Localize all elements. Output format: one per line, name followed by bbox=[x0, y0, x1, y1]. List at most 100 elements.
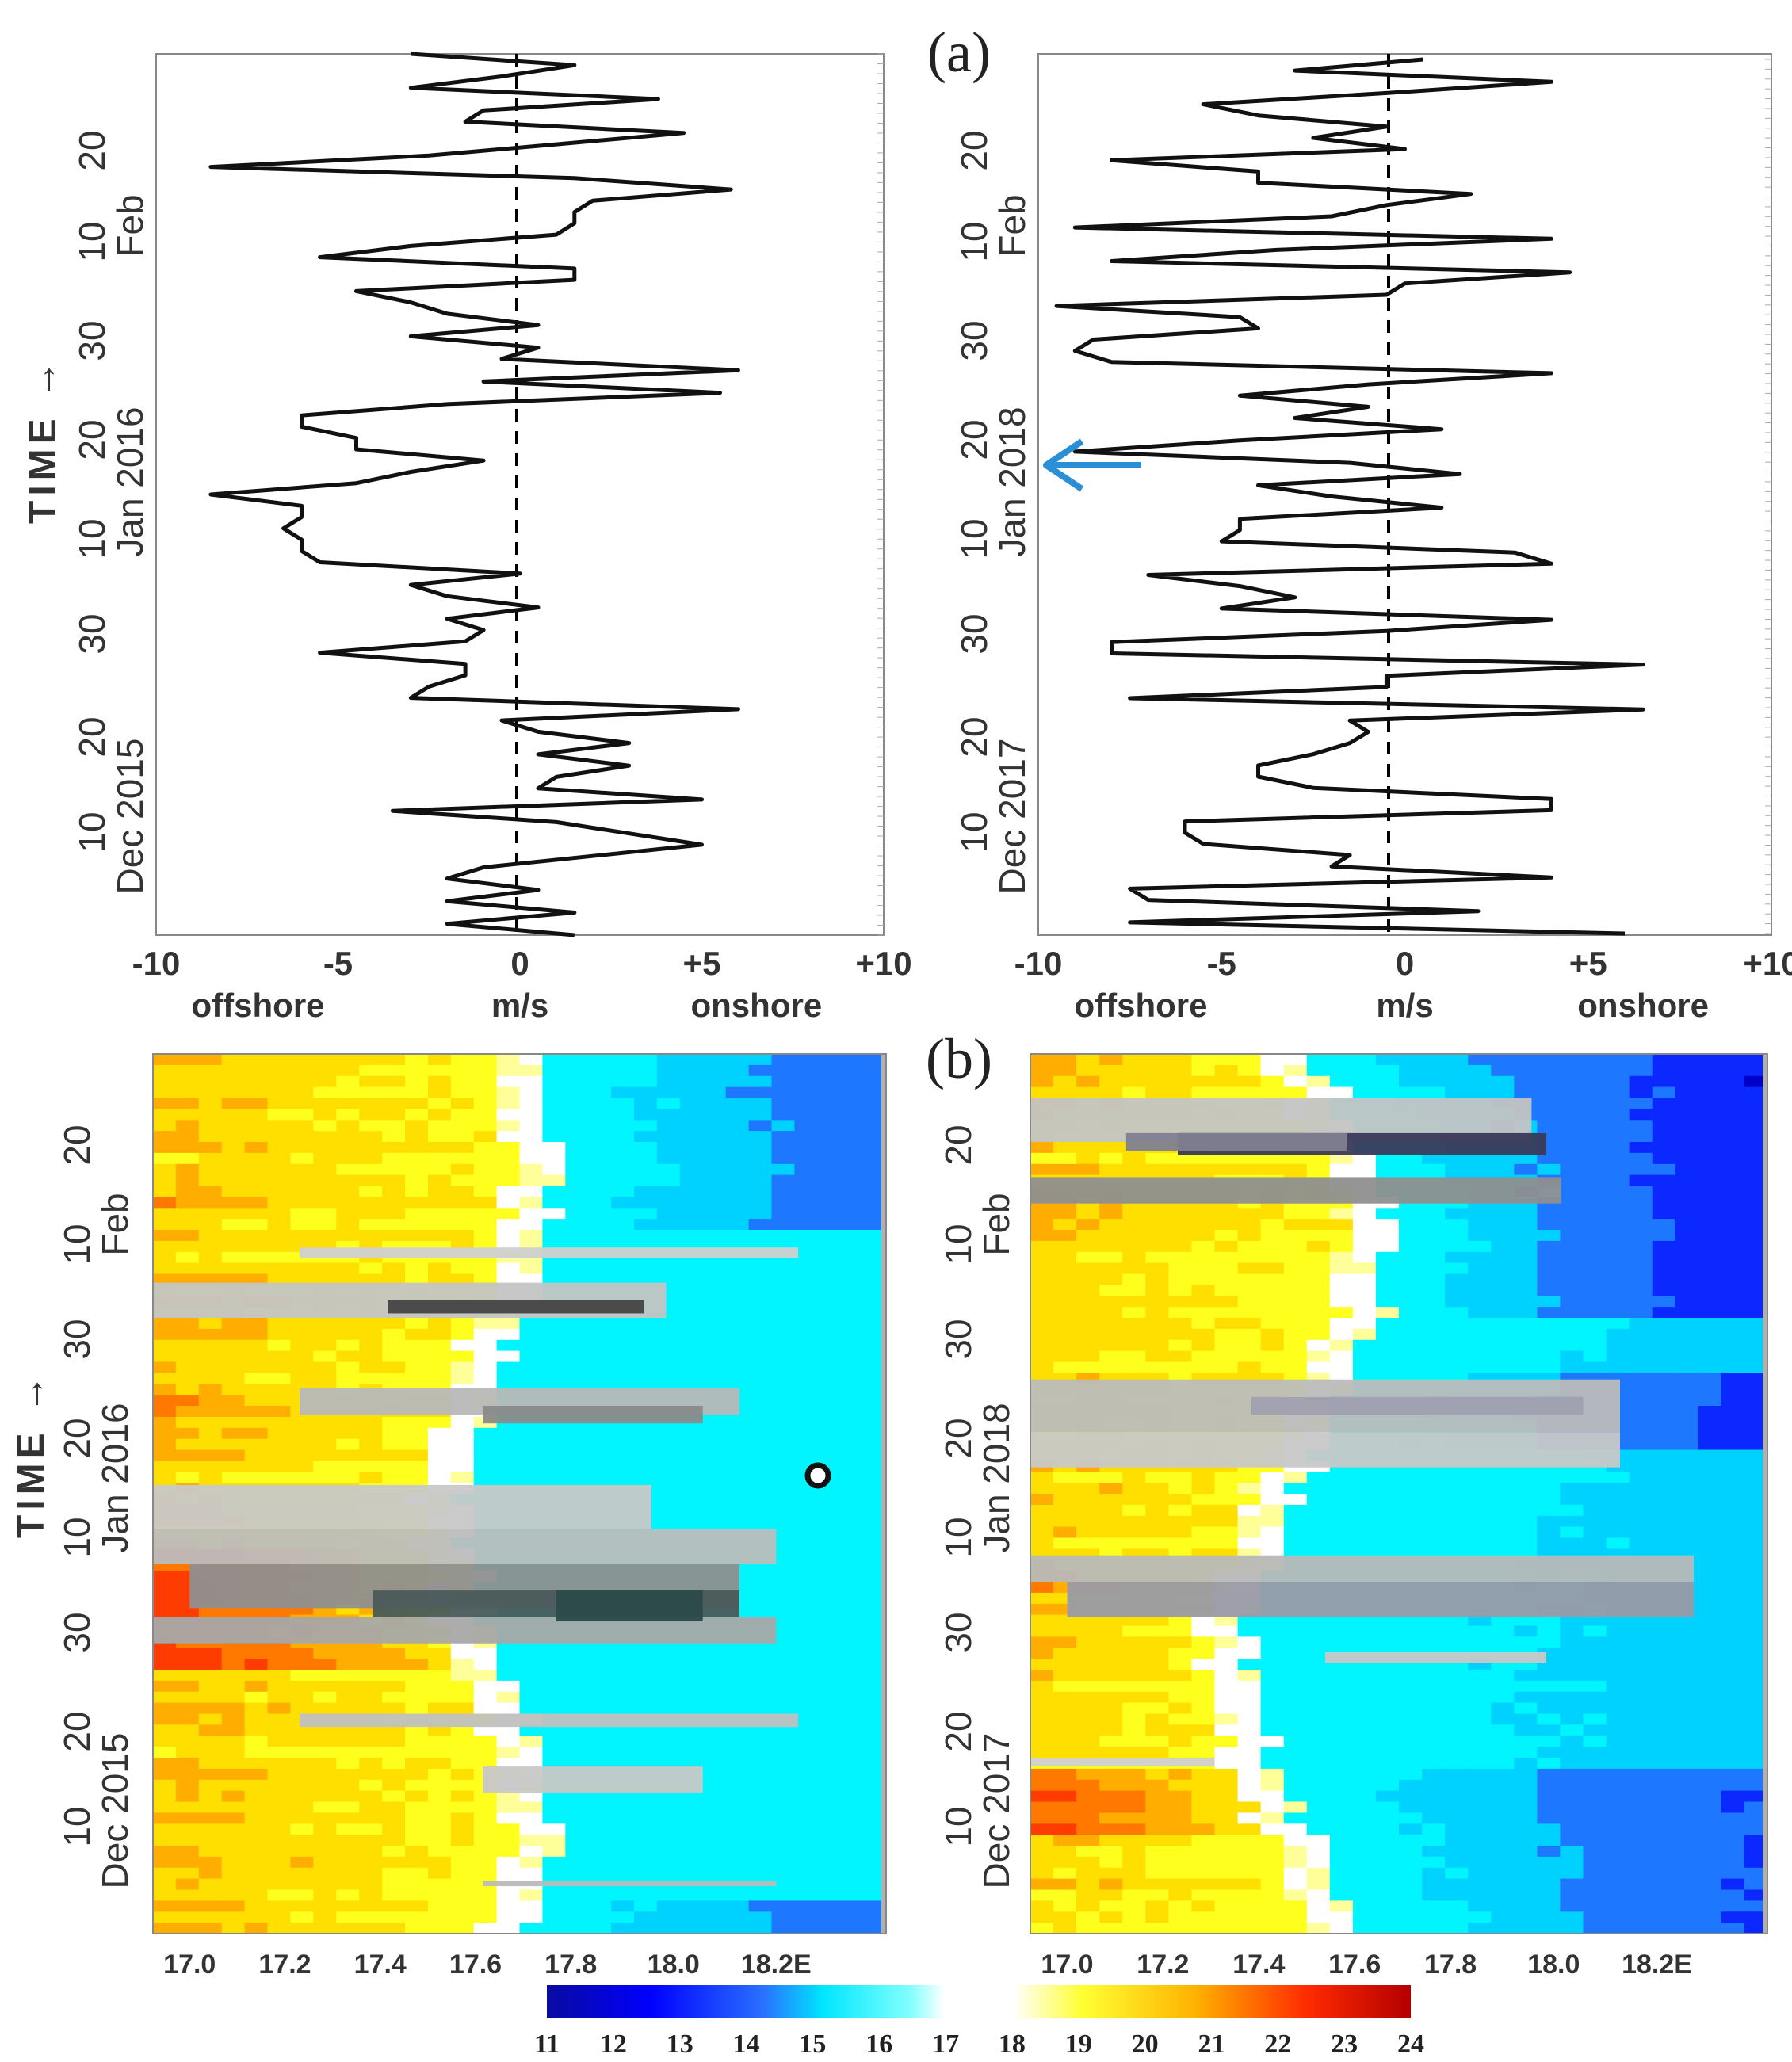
heatmap-cell bbox=[336, 1054, 360, 1066]
heatmap-cell bbox=[1307, 1670, 1331, 1682]
heatmap-cell bbox=[268, 1373, 292, 1384]
heatmap-cell bbox=[1191, 1505, 1215, 1517]
heatmap-cell bbox=[657, 1923, 681, 1934]
heatmap-cell bbox=[153, 1791, 177, 1803]
heatmap-cell bbox=[1191, 1054, 1215, 1066]
heatmap-cell bbox=[1675, 1087, 1699, 1099]
heatmap-cell bbox=[588, 1681, 612, 1693]
heatmap-cell bbox=[1721, 1780, 1745, 1792]
heatmap-cell bbox=[1422, 1538, 1446, 1550]
heatmap-cell bbox=[336, 1329, 360, 1341]
heatmap-cell bbox=[749, 1296, 773, 1308]
heatmap-cell bbox=[176, 1900, 200, 1912]
heatmap-cell bbox=[336, 1373, 360, 1384]
heatmap-cell bbox=[542, 1131, 566, 1143]
heatmap-cell bbox=[199, 1384, 223, 1396]
heatmap-cell bbox=[497, 1670, 521, 1682]
heatmap-cell bbox=[1330, 1351, 1354, 1363]
heatmap-cell bbox=[313, 1131, 337, 1143]
heatmap-cell bbox=[1630, 1648, 1653, 1659]
heatmap-cell bbox=[1076, 1307, 1100, 1319]
heatmap-cell bbox=[817, 1747, 841, 1758]
heatmap-cell bbox=[336, 1362, 360, 1374]
heatmap-cell bbox=[657, 1186, 681, 1198]
heatmap-cell bbox=[1330, 1494, 1354, 1506]
heatmap-cell bbox=[1376, 1472, 1400, 1483]
heatmap-cell bbox=[565, 1098, 589, 1110]
heatmap-cell bbox=[1191, 1230, 1215, 1242]
heatmap-cell bbox=[313, 1208, 337, 1220]
heatmap-cell bbox=[1675, 1109, 1699, 1121]
heatmap-cell bbox=[817, 1670, 841, 1682]
heatmap-cell bbox=[268, 1879, 292, 1891]
heatmap-cell bbox=[840, 1461, 864, 1472]
heatmap-cell bbox=[1653, 1724, 1676, 1736]
heatmap-cell bbox=[840, 1274, 864, 1286]
heatmap-cell bbox=[1261, 1230, 1285, 1242]
heatmap-cell bbox=[1076, 1208, 1100, 1220]
heatmap-cell bbox=[1168, 1692, 1192, 1704]
heatmap-cell bbox=[703, 1054, 727, 1066]
heatmap-cell bbox=[588, 1087, 612, 1099]
heatmap-cell bbox=[542, 1439, 566, 1451]
heatmap-cell bbox=[313, 1186, 337, 1198]
heatmap-cell bbox=[1284, 1472, 1308, 1483]
heatmap-cell bbox=[336, 1670, 360, 1682]
heatmap-cell bbox=[1191, 1636, 1215, 1648]
heatmap-cell bbox=[153, 1857, 177, 1869]
heatmap-cell bbox=[1215, 1538, 1239, 1550]
heatmap-cell bbox=[474, 1835, 498, 1846]
heatmap-cell bbox=[268, 1241, 292, 1253]
heatmap-cell bbox=[794, 1439, 818, 1451]
heatmap-cell bbox=[565, 1362, 589, 1374]
heatmap-cell bbox=[199, 1395, 223, 1407]
heatmap-cell bbox=[657, 1747, 681, 1758]
heatmap-cell bbox=[772, 1340, 796, 1352]
heatmap-cell bbox=[428, 1812, 452, 1824]
heatmap-cell bbox=[1399, 1636, 1423, 1648]
heatmap-cell bbox=[749, 1681, 773, 1693]
heatmap-cell bbox=[542, 1208, 566, 1220]
heatmap-cell bbox=[1053, 1791, 1077, 1803]
heatmap-cell bbox=[703, 1736, 727, 1747]
heatmap-cell bbox=[176, 1923, 200, 1934]
heatmap-cell bbox=[1307, 1516, 1331, 1528]
heatmap-cell bbox=[1053, 1747, 1077, 1758]
heatmap-cell bbox=[268, 1802, 292, 1814]
heatmap-cell bbox=[1653, 1252, 1676, 1264]
heatmap-cell bbox=[703, 1230, 727, 1242]
heatmap-cell bbox=[611, 1900, 635, 1912]
heatmap-cell bbox=[1168, 1329, 1192, 1341]
heatmap-cell bbox=[497, 1736, 521, 1747]
heatmap-cell bbox=[1560, 1175, 1584, 1187]
heatmap-cell bbox=[1053, 1494, 1077, 1506]
heatmap-cell bbox=[794, 1900, 818, 1912]
heatmap-cell bbox=[474, 1362, 498, 1374]
heatmap-cell bbox=[1630, 1329, 1653, 1341]
heatmap-cell bbox=[657, 1681, 681, 1693]
heatmap-cell bbox=[1145, 1472, 1169, 1483]
month-label: Dec 2017 bbox=[992, 739, 1033, 895]
heatmap-cell bbox=[1653, 1780, 1676, 1792]
heatmap-cell bbox=[336, 1263, 360, 1275]
heatmap-cell bbox=[199, 1318, 223, 1330]
heatmap-cell bbox=[1422, 1483, 1446, 1495]
heatmap-cell bbox=[520, 1087, 544, 1099]
heatmap-cell bbox=[1145, 1659, 1169, 1671]
heatmap-cell bbox=[680, 1186, 704, 1198]
heatmap-cell bbox=[1376, 1714, 1400, 1726]
heatmap-cell bbox=[680, 1692, 704, 1704]
heatmap-cell bbox=[565, 1802, 589, 1814]
heatmap-cell bbox=[176, 1098, 200, 1110]
heatmap-cell bbox=[749, 1604, 773, 1616]
heatmap-cell bbox=[817, 1923, 841, 1934]
heatmap-cell bbox=[1030, 1483, 1054, 1495]
heatmap-cell bbox=[451, 1175, 475, 1187]
heatmap-cell bbox=[1422, 1296, 1446, 1308]
heatmap-cell bbox=[1168, 1241, 1192, 1253]
heatmap-cell bbox=[359, 1054, 383, 1066]
heatmap-cell bbox=[405, 1219, 429, 1231]
heatmap-cell bbox=[1560, 1098, 1584, 1110]
heatmap-cell bbox=[1330, 1274, 1354, 1286]
heatmap-cell bbox=[794, 1615, 818, 1627]
